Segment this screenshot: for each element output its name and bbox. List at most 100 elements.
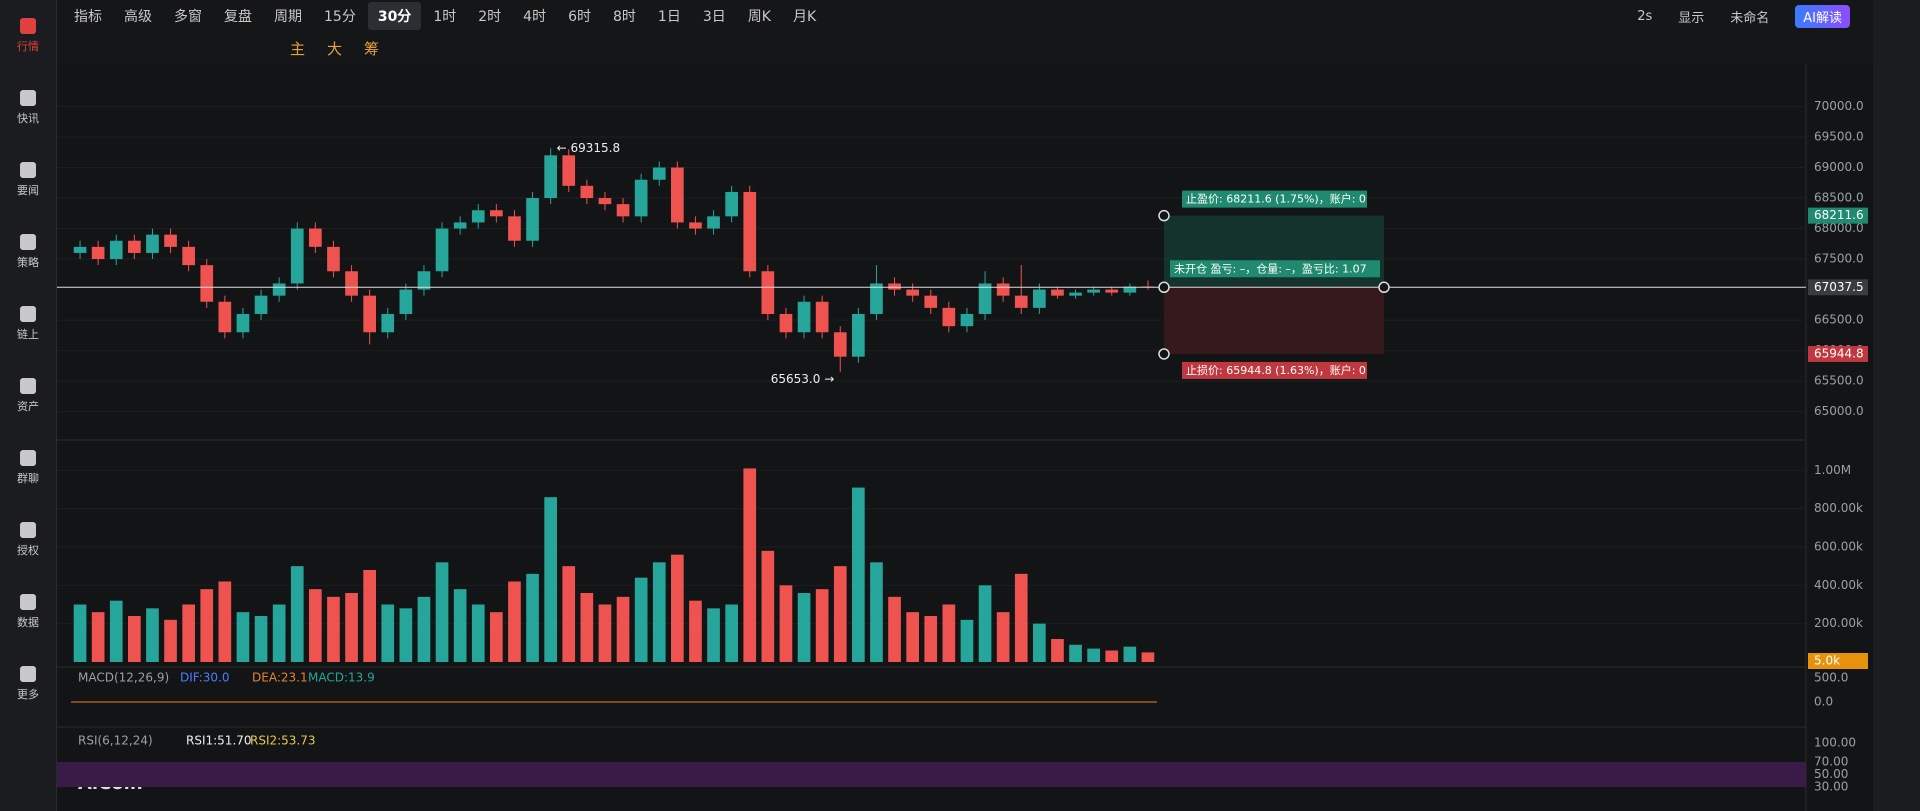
volume-bar: [924, 616, 938, 662]
icon: [20, 594, 36, 610]
sidebar: 行情 快讯要闻策略链上资产 群聊 授权 数据 更多: [0, 0, 57, 811]
toolbar-item[interactable]: 复盘: [224, 9, 252, 25]
candle-body: [508, 216, 521, 241]
sidebar-label: 链上: [17, 328, 39, 341]
volume-bar: [852, 487, 865, 662]
tool-button[interactable]: 筹: [364, 40, 380, 58]
volume-bar: [182, 604, 195, 662]
volume-bar: [146, 608, 159, 662]
volume-current: 5.0k: [1814, 654, 1840, 668]
period-button[interactable]: 周K: [747, 9, 771, 25]
period-button[interactable]: 月K: [792, 9, 817, 25]
volume-bar: [471, 604, 485, 662]
candle-body: [544, 155, 557, 199]
volume-bar: [689, 600, 702, 662]
period-button[interactable]: 3日: [702, 9, 726, 25]
toolbar: 指标 高级 多窗 复盘 周期 15分 30分 1时 2时 4时 6时 8时 1日 3日 周K 月K: [64, 0, 1864, 32]
position-label: 未开仓 盈亏: –，仓量: –，盈亏比: 1.07: [1174, 261, 1367, 275]
y-tick-label: 800.00k: [1814, 501, 1863, 515]
sidebar-item[interactable]: 链上: [0, 288, 56, 360]
candle-body: [363, 295, 376, 333]
candle-body: [1051, 289, 1064, 296]
candle-body: [1033, 289, 1046, 308]
volume-bar: [1051, 639, 1064, 662]
axis-price-box: [1808, 345, 1868, 362]
y-tick-label: 70000.0: [1814, 99, 1864, 113]
volume-bar: [797, 593, 811, 662]
sidebar-item[interactable]: 更多: [0, 648, 56, 720]
sidebar-item[interactable]: 资产: [0, 360, 56, 432]
volume-bar: [290, 566, 304, 662]
y-tick-label: 500.0: [1814, 671, 1848, 685]
period-button[interactable]: 6时: [568, 9, 591, 25]
toolbar-item[interactable]: 2s: [1637, 8, 1653, 24]
sidebar-item[interactable]: 策略: [0, 216, 56, 288]
y-tick-label: 66500.0: [1814, 313, 1864, 327]
toolbar-item[interactable]: 未命名: [1730, 10, 1770, 26]
toolbar-item[interactable]: AI解读: [1795, 4, 1850, 28]
tp-label: 止盈价: 68211.6 (1.75%)，账户: 0: [1186, 192, 1366, 206]
toolbar-item[interactable]: 周期: [274, 9, 302, 25]
y-tick-label: 100.00: [1814, 736, 1856, 750]
candle-body: [435, 228, 449, 272]
candle-body: [109, 240, 123, 260]
drag-handle[interactable]: [1158, 209, 1170, 222]
volume-bar: [399, 608, 413, 662]
volume-bar: [109, 600, 123, 662]
y-tick-label: 400.00k: [1814, 578, 1863, 592]
y-tick-label: 68000.0: [1814, 221, 1864, 235]
y-tick-label: 67500.0: [1814, 252, 1864, 266]
rsi-band: [56, 761, 1806, 787]
volume-bar: [707, 608, 720, 662]
rsi1: RSI1:51.70: [186, 734, 252, 748]
sidebar-item[interactable]: 要闻: [0, 144, 56, 216]
period-button[interactable]: 30分: [367, 2, 422, 30]
drag-handle[interactable]: [1158, 281, 1170, 294]
candle-body: [743, 191, 757, 272]
tp-label-box: [1182, 190, 1367, 208]
candle-body: [580, 185, 594, 199]
candle-body: [182, 246, 195, 266]
candle-body: [1087, 289, 1100, 293]
low-label: 65653.0 →: [771, 372, 835, 386]
toolbar-item[interactable]: 指标: [74, 9, 102, 25]
chart-bg: [56, 64, 1873, 811]
candle-body: [417, 271, 431, 290]
y-tick-label: 200.00k: [1814, 616, 1863, 630]
toolbar-item[interactable]: 显示: [1678, 10, 1705, 26]
sidebar-label: 要闻: [17, 184, 39, 197]
tool-button[interactable]: 大: [327, 40, 343, 58]
sidebar-item[interactable]: 授权: [0, 504, 56, 576]
drag-handle[interactable]: [1158, 348, 1170, 360]
volume-bar: [236, 612, 250, 662]
macd-name: MACD(12,26,9): [78, 671, 169, 685]
period-button[interactable]: 4时: [523, 9, 547, 25]
period-button[interactable]: 1时: [433, 9, 457, 25]
toolbar-item[interactable]: 多窗: [174, 9, 202, 25]
volume-bar: [779, 585, 793, 662]
period-button[interactable]: 1日: [657, 9, 681, 25]
volume-bar: [254, 616, 268, 662]
toolbar-item[interactable]: 高级: [124, 9, 152, 25]
macd-dea: DEA:23.1: [252, 671, 308, 685]
volume-bar: [833, 566, 847, 662]
sl-label: 止损价: 65944.8 (1.63%)，账户: 0: [1186, 363, 1366, 377]
y-tick-label: 69000.0: [1814, 160, 1864, 174]
axis-price-box: [1808, 207, 1868, 224]
period-button[interactable]: 15分: [324, 9, 356, 25]
candle-body: [128, 240, 141, 253]
sidebar-item[interactable]: 群聊: [0, 432, 56, 504]
candle-body: [906, 289, 919, 296]
candle-body: [272, 283, 286, 296]
sidebar-item[interactable]: 快讯: [0, 72, 56, 144]
candle-body: [598, 198, 612, 205]
volume-bar: [73, 604, 87, 662]
high-label: ← 69315.8: [557, 141, 621, 155]
icon: [20, 522, 36, 538]
tool-button[interactable]: 主: [290, 40, 306, 58]
period-button[interactable]: 8时: [613, 9, 636, 25]
period-button[interactable]: 2时: [478, 9, 502, 25]
sidebar-item[interactable]: 数据: [0, 576, 56, 648]
drag-handle[interactable]: [1378, 281, 1390, 294]
sidebar-item[interactable]: 行情: [0, 0, 56, 72]
